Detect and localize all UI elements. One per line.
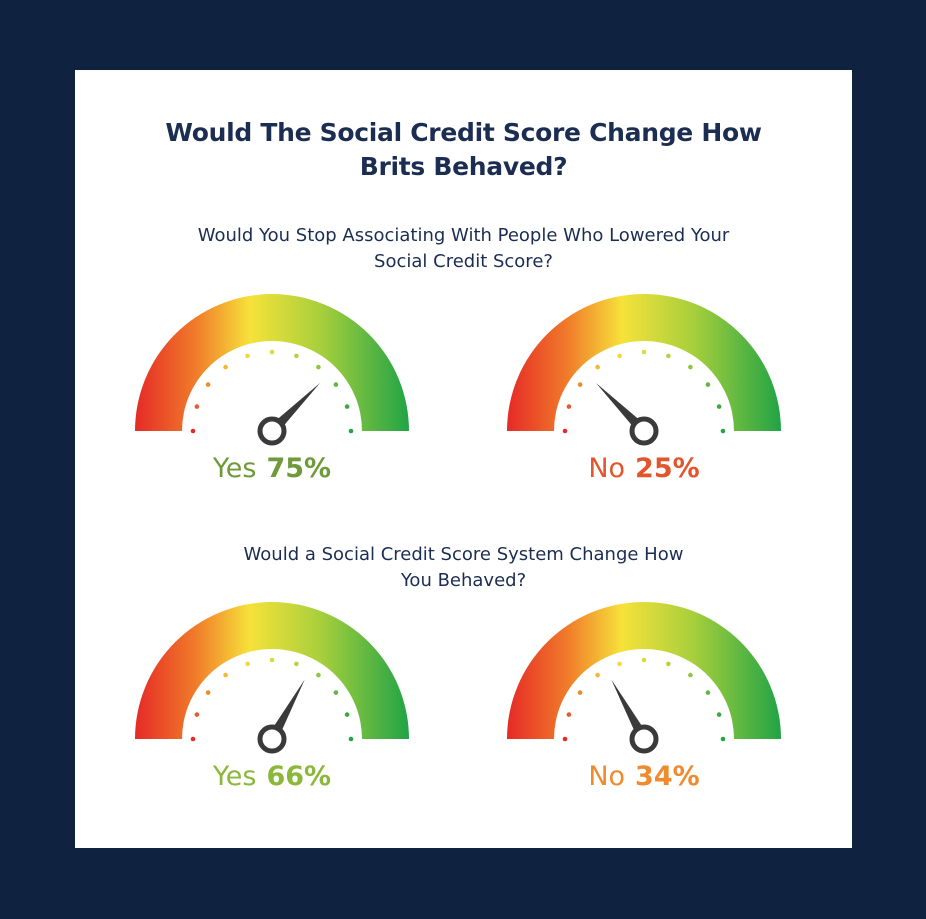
gauge-hub <box>629 724 659 754</box>
gauge-band <box>135 602 409 739</box>
gauge-tick-dot <box>666 661 671 667</box>
gauge-tick-dot <box>194 404 200 409</box>
gauge-tick-dot <box>348 736 354 742</box>
gauge-tick-dot <box>344 712 350 717</box>
gauge-tick-dot <box>205 382 211 387</box>
gauge-tick-dot <box>641 349 647 355</box>
gauge-tick-dot <box>617 661 622 667</box>
gauge-hub <box>257 724 287 754</box>
gauge-tick-dot <box>716 404 722 409</box>
result-answer: Yes <box>212 453 257 484</box>
result-answer: Yes <box>212 761 257 792</box>
gauge-tick-dot <box>705 382 711 387</box>
gauge-tick-dot <box>333 690 339 695</box>
gauge-tick-dot <box>617 353 622 359</box>
gauge-tick-dot <box>205 690 211 695</box>
gauge-tick-dot <box>566 712 572 717</box>
gauge-tick-dot <box>316 364 321 370</box>
gauge-tick-dot <box>269 349 275 355</box>
gauge-tick-dot <box>344 404 350 409</box>
gauge-tick-dot <box>223 364 228 370</box>
gauge-tick-dot <box>294 353 299 359</box>
result-answer: No <box>588 761 626 792</box>
infographic-card: Would The Social Credit Score Change How… <box>75 70 852 848</box>
gauge-tick-dot <box>245 661 250 667</box>
gauges-canvas <box>135 294 781 754</box>
gauge-tick-dot <box>577 690 583 695</box>
question-2: Would a Social Credit Score System Chang… <box>75 542 852 594</box>
question-line: Social Credit Score? <box>374 251 553 272</box>
gauge-tick-dot <box>269 657 275 663</box>
gauge-tick-dot <box>716 712 722 717</box>
gauge-tick-dot <box>562 428 568 434</box>
gauge-tick-dot <box>595 672 600 678</box>
gauge-2-yes <box>135 602 409 754</box>
result-percent: 34% <box>635 761 700 792</box>
result-label-yes-1: Yes 75% <box>136 452 408 486</box>
gauge-tick-dot <box>245 353 250 359</box>
title-line: Would The Social Credit Score Change How <box>165 118 762 147</box>
result-percent: 75% <box>266 453 332 484</box>
gauge-band <box>507 294 781 431</box>
gauge-2-no <box>507 602 781 754</box>
gauge-tick-dot <box>595 364 600 370</box>
gauge-tick-dot <box>720 428 726 434</box>
gauge-tick-dot <box>566 404 572 409</box>
gauge-hub <box>257 416 287 446</box>
question-1: Would You Stop Associating With People W… <box>75 223 852 275</box>
gauge-tick-dot <box>562 736 568 742</box>
gauge-tick-dot <box>688 364 693 370</box>
gauge-1-yes <box>135 294 409 446</box>
result-percent: 25% <box>635 453 700 484</box>
gauge-tick-dot <box>190 428 196 434</box>
gauge-tick-dot <box>223 672 228 678</box>
gauge-tick-dot <box>294 661 299 667</box>
gauge-tick-dot <box>348 428 354 434</box>
result-percent: 66% <box>266 761 332 792</box>
gauge-tick-dot <box>688 672 693 678</box>
gauge-tick-dot <box>577 382 583 387</box>
gauge-tick-dot <box>194 712 200 717</box>
question-line: Would a Social Credit Score System Chang… <box>243 544 684 565</box>
result-label-yes-2: Yes 66% <box>136 760 408 794</box>
gauge-tick-dot <box>720 736 726 742</box>
title-line: Brits Behaved? <box>359 152 568 181</box>
question-line: You Behaved? <box>400 570 527 591</box>
gauge-hub <box>629 416 659 446</box>
gauge-tick-dot <box>333 382 339 387</box>
infographic-title: Would The Social Credit Score Change How… <box>75 116 852 184</box>
gauge-band <box>135 294 409 431</box>
gauge-1-no <box>507 294 781 446</box>
gauge-tick-dot <box>641 657 647 663</box>
result-label-no-2: No 34% <box>508 760 780 794</box>
gauge-tick-dot <box>705 690 711 695</box>
result-answer: No <box>588 453 626 484</box>
question-line: Would You Stop Associating With People W… <box>197 225 730 246</box>
result-label-no-1: No 25% <box>508 452 780 486</box>
gauge-band <box>507 602 781 739</box>
gauge-tick-dot <box>666 353 671 359</box>
gauge-tick-dot <box>190 736 196 742</box>
gauge-tick-dot <box>316 672 321 678</box>
